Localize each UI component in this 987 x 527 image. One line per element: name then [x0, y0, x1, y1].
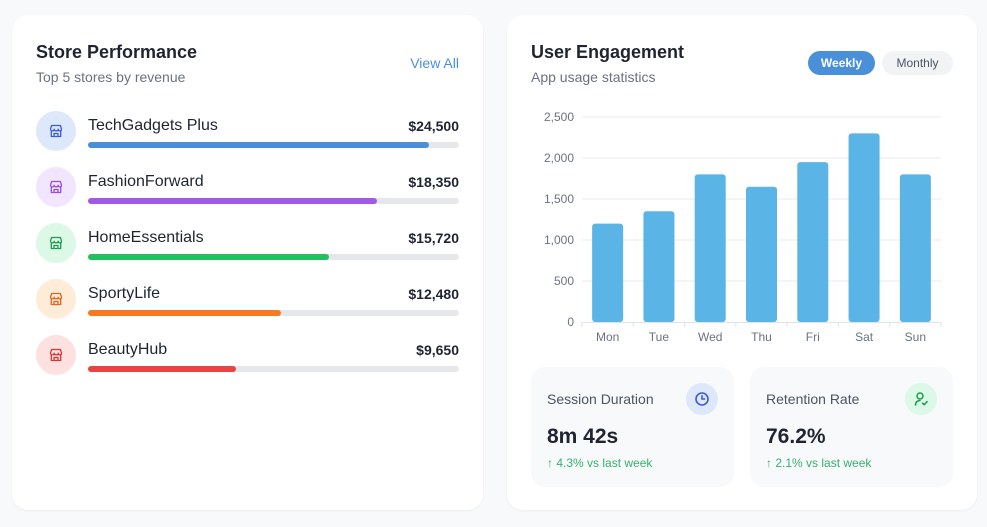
revenue-progress-fill: [88, 198, 378, 204]
retention-rate-change-text: 2.1% vs last week: [775, 456, 872, 470]
store-revenue: $12,480: [408, 286, 459, 302]
x-tick-label: Fri: [806, 330, 820, 344]
store-name: FashionForward: [88, 173, 204, 190]
store-name: BeautyHub: [88, 341, 168, 358]
y-tick-label: 1,000: [544, 233, 574, 247]
monthly-toggle-button[interactable]: Monthly: [882, 51, 953, 75]
revenue-progress-track: [88, 198, 459, 204]
session-duration-card: Session Duration 8m 42s ↑ 4.3% vs last w…: [531, 367, 734, 487]
bar-thu: [746, 186, 777, 322]
session-duration-value: 8m 42s: [547, 425, 619, 448]
revenue-progress-fill: [88, 254, 330, 260]
session-duration-change-text: 4.3% vs last week: [556, 456, 653, 470]
session-duration-change: ↑ 4.3% vs last week: [547, 456, 652, 470]
store-icon: [36, 223, 76, 263]
y-tick-label: 1,500: [544, 192, 574, 206]
store-icon: [36, 167, 76, 207]
revenue-progress-track: [88, 366, 459, 372]
store-icon: [36, 111, 76, 151]
y-tick-label: 0: [567, 315, 574, 329]
bar-sun: [899, 174, 931, 322]
user-check-icon: [905, 383, 937, 415]
view-all-link[interactable]: View All: [410, 55, 459, 71]
store-revenue: $24,500: [408, 118, 459, 134]
store-revenue: $15,720: [408, 230, 459, 246]
revenue-progress-fill: [88, 366, 237, 372]
y-tick-label: 500: [554, 274, 574, 288]
store-row[interactable]: BeautyHub $9,650: [36, 335, 459, 377]
revenue-progress-track: [88, 254, 459, 260]
x-tick-label: Tue: [649, 330, 670, 344]
retention-rate-label: Retention Rate: [766, 391, 860, 407]
arrow-up-icon: ↑: [766, 456, 772, 470]
retention-rate-change: ↑ 2.1% vs last week: [766, 456, 871, 470]
retention-rate-value: 76.2%: [766, 425, 826, 448]
y-tick-label: 2,500: [544, 110, 574, 124]
user-engagement-card: User Engagement App usage statistics Wee…: [507, 15, 977, 510]
x-tick-label: Sun: [905, 330, 926, 344]
store-revenue: $9,650: [416, 342, 459, 358]
store-row[interactable]: HomeEssentials $15,720: [36, 223, 459, 265]
user-engagement-subtitle: App usage statistics: [531, 69, 656, 85]
store-icon: [36, 335, 76, 375]
bar-fri: [797, 162, 829, 322]
store-revenue: $18,350: [408, 174, 459, 190]
engagement-bar-chart: 0 500 1,000 1,500 2,000 2,500 Mon Tue Wed Thu Fri S…: [544, 110, 942, 344]
revenue-progress-fill: [88, 310, 281, 316]
bar-wed: [694, 174, 726, 322]
store-row[interactable]: TechGadgets Plus $24,500: [36, 111, 459, 153]
store-name: SportyLife: [88, 285, 161, 302]
x-tick-label: Thu: [751, 330, 772, 344]
revenue-progress-fill: [88, 142, 430, 148]
x-tick-label: Mon: [596, 330, 619, 344]
session-duration-label: Session Duration: [547, 391, 654, 407]
store-performance-title: Store Performance: [36, 42, 198, 62]
store-icon: [36, 279, 76, 319]
bar-mon: [592, 223, 624, 322]
x-tick-label: Wed: [698, 330, 722, 344]
retention-rate-card: Retention Rate 76.2% ↑ 2.1% vs last week: [750, 367, 953, 487]
bar-tue: [643, 211, 675, 322]
store-name: TechGadgets Plus: [88, 117, 218, 134]
revenue-progress-track: [88, 142, 459, 148]
store-name: HomeEssentials: [88, 229, 204, 246]
store-row[interactable]: FashionForward $18,350: [36, 167, 459, 209]
y-tick-label: 2,000: [544, 151, 574, 165]
clock-icon: [686, 383, 718, 415]
revenue-progress-track: [88, 310, 459, 316]
store-row[interactable]: SportyLife $12,480: [36, 279, 459, 321]
store-performance-subtitle: Top 5 stores by revenue: [36, 69, 186, 85]
arrow-up-icon: ↑: [547, 456, 553, 470]
bar-sat: [848, 133, 880, 322]
store-performance-card: Store Performance Top 5 stores by revenu…: [12, 15, 483, 510]
weekly-toggle-button[interactable]: Weekly: [808, 51, 875, 75]
x-tick-label: Sat: [855, 330, 874, 344]
user-engagement-title: User Engagement: [531, 42, 685, 62]
